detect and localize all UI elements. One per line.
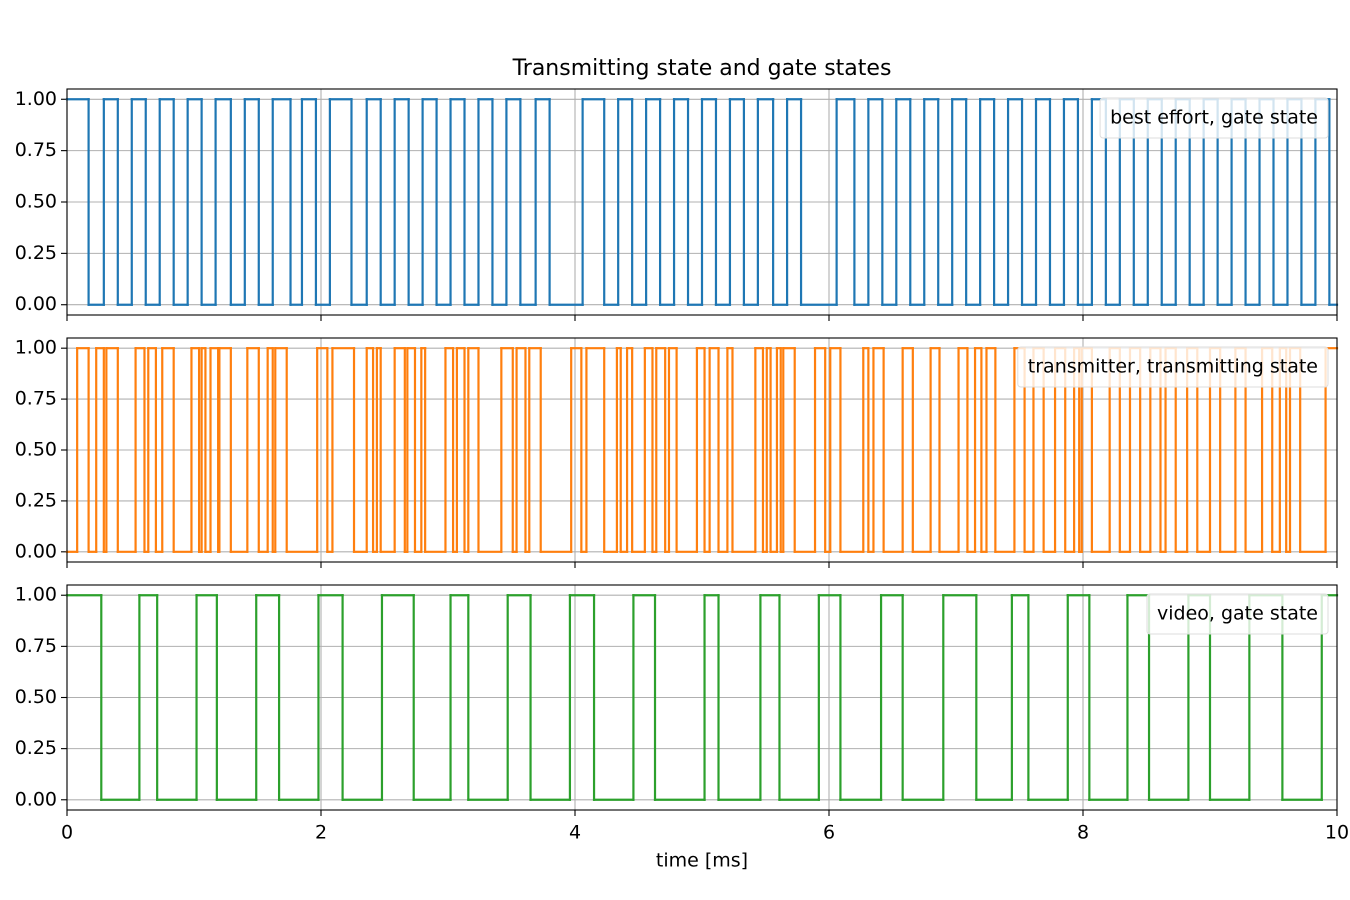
- y-tick-label: 0.00: [15, 788, 57, 810]
- legend: best effort, gate state: [1099, 97, 1329, 139]
- y-tick-label: 0.75: [15, 635, 57, 657]
- legend-label: best effort, gate state: [1110, 107, 1318, 129]
- series: [65, 594, 1339, 801]
- y-tick-label: 0.50: [15, 191, 57, 213]
- legend-label: video, gate state: [1157, 603, 1318, 625]
- axes-frame: [66, 88, 1338, 316]
- y-tick-label: 0.00: [15, 293, 57, 315]
- x-axis-label: time [ms]: [656, 850, 748, 872]
- x-tick-label: 6: [823, 822, 835, 844]
- legend-box: [1099, 97, 1329, 139]
- y-tick-label: 0.50: [15, 439, 57, 461]
- legend: video, gate state: [1146, 593, 1329, 635]
- chart-title: Transmitting state and gate states: [512, 56, 892, 81]
- legend: transmitter, transmitting state: [1017, 346, 1329, 388]
- y-tick-label: 0.25: [15, 737, 57, 759]
- axes-frame: [66, 584, 1338, 811]
- legend-label: transmitter, transmitting state: [1028, 356, 1318, 378]
- axes-frame: [66, 337, 1338, 563]
- y-tick-label: 0.00: [15, 540, 57, 562]
- y-tick-label: 0.75: [15, 388, 57, 410]
- y-tick-label: 1.00: [15, 88, 57, 110]
- y-tick-label: 0.75: [15, 139, 57, 161]
- legend-box: [1146, 593, 1329, 635]
- y-tick-label: 0.50: [15, 686, 57, 708]
- x-tick-label: 8: [1077, 822, 1089, 844]
- y-tick-label: 0.25: [15, 242, 57, 264]
- x-tick-label: 0: [61, 822, 73, 844]
- y-tick-label: 1.00: [15, 584, 57, 606]
- y-tick-label: 0.25: [15, 489, 57, 511]
- y-tick-label: 1.00: [15, 337, 57, 359]
- x-tick-label: 10: [1325, 822, 1349, 844]
- x-tick-label: 2: [315, 822, 327, 844]
- legend-box: [1017, 346, 1329, 388]
- x-tick-label: 4: [569, 822, 581, 844]
